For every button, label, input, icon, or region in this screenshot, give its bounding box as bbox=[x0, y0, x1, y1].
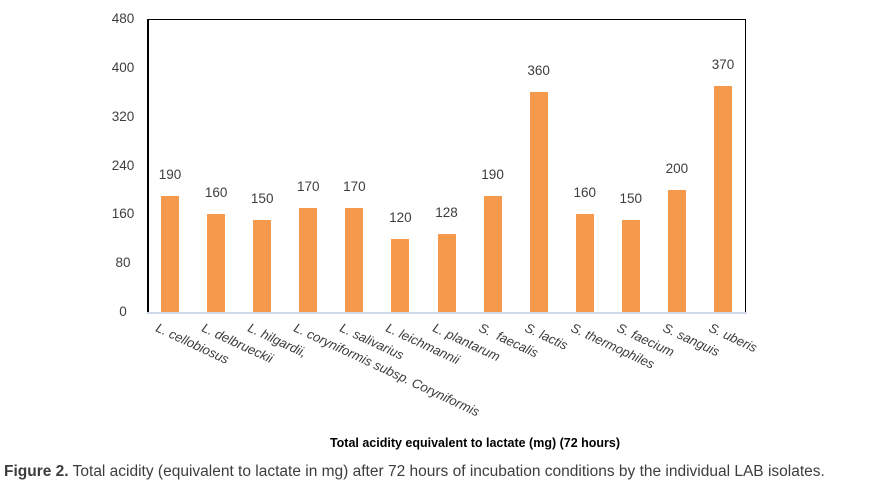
plot-area bbox=[147, 19, 746, 312]
bar-s-uberis bbox=[713, 86, 732, 312]
bar-s-lactis bbox=[529, 92, 548, 312]
bar-s-sanguis bbox=[667, 189, 686, 312]
bar-l-plantarum bbox=[437, 233, 456, 312]
bar-s-thermophiles bbox=[575, 214, 594, 312]
bar-l-coryniformis-subsp-coryniformis bbox=[299, 208, 318, 312]
y-tick-label: 480 bbox=[111, 11, 135, 26]
bar-value-label: 190 bbox=[481, 167, 504, 183]
bar-l-cellobiosus bbox=[161, 196, 180, 312]
bar-value-label: 360 bbox=[527, 63, 550, 79]
bar-l-salivarius bbox=[345, 208, 364, 312]
bar-s-faecalis bbox=[483, 196, 502, 312]
bar-value-label: 120 bbox=[389, 209, 412, 225]
y-tick-label: 240 bbox=[111, 157, 135, 173]
bar-value-label: 150 bbox=[250, 191, 274, 207]
bar-value-label: 160 bbox=[204, 185, 228, 201]
x-axis-baseline bbox=[147, 312, 747, 314]
bar-l-leichmannii bbox=[391, 238, 410, 312]
y-tick-label: 400 bbox=[111, 59, 135, 75]
bar-value-label: 128 bbox=[435, 204, 458, 220]
y-tick-label: 320 bbox=[111, 108, 135, 124]
bar-value-label: 170 bbox=[297, 179, 320, 195]
bar-value-label: 170 bbox=[343, 179, 366, 195]
bar-value-label: 370 bbox=[711, 57, 735, 73]
bar-value-label: 200 bbox=[665, 160, 689, 176]
y-tick-label: 0 bbox=[119, 304, 127, 319]
figure-caption-text: Total acidity (equivalent to lactate in … bbox=[68, 463, 825, 480]
figure-caption-label: Figure 2. bbox=[4, 463, 69, 480]
y-tick-label: 160 bbox=[111, 206, 135, 222]
bar-l-hilgardii- bbox=[253, 220, 272, 312]
figure-caption: Figure 2. Total acidity (equivalent to l… bbox=[4, 461, 874, 482]
y-tick-label: 80 bbox=[115, 255, 131, 271]
bar-s-faecium bbox=[621, 220, 640, 312]
bar-value-label: 190 bbox=[158, 167, 182, 183]
bar-value-label: 150 bbox=[619, 191, 643, 207]
chart-title: Total acidity equivalent to lactate (mg)… bbox=[329, 436, 621, 450]
bar-value-label: 160 bbox=[573, 185, 596, 201]
bar-l-delbrueckii bbox=[207, 214, 226, 312]
